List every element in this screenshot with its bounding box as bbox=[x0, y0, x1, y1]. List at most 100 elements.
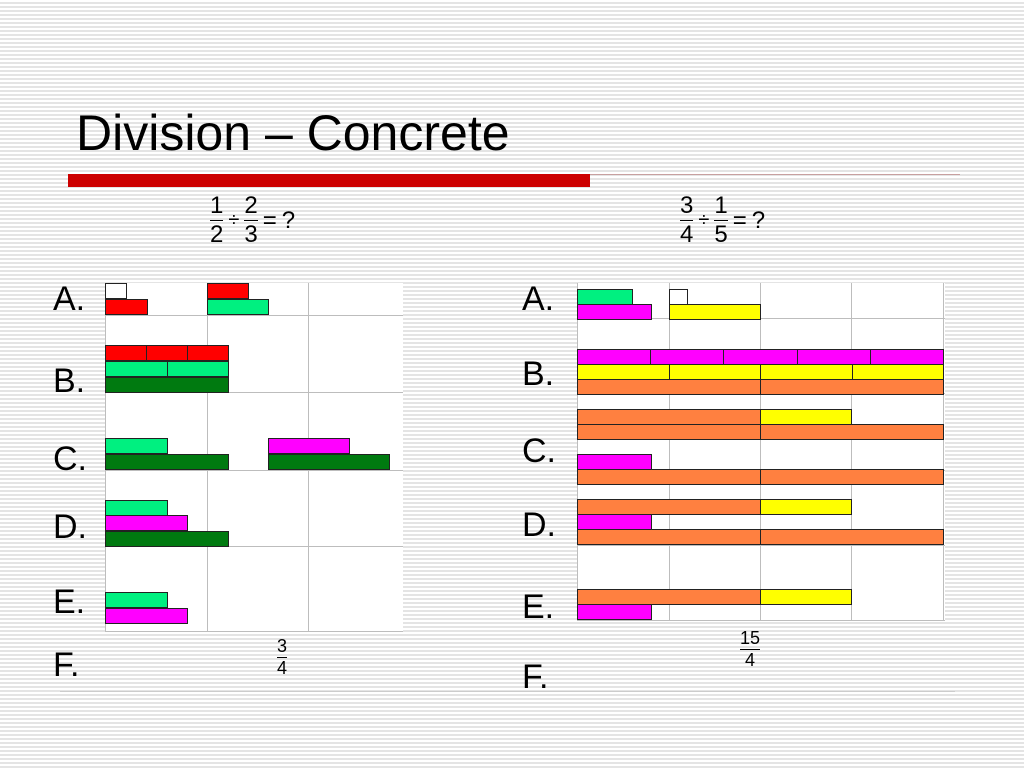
fraction-bar-red bbox=[105, 299, 148, 315]
fraction-bar-orange bbox=[577, 589, 761, 605]
fraction: 15 4 bbox=[740, 628, 761, 671]
right-label-f: F. bbox=[522, 658, 549, 696]
fraction-bar-yellow bbox=[760, 499, 852, 515]
fraction-bar-orange bbox=[760, 529, 944, 545]
fraction-bar-yellow bbox=[668, 364, 761, 380]
fraction-bar-magenta bbox=[869, 349, 944, 365]
grid-line bbox=[577, 283, 578, 621]
fraction-bar-magenta bbox=[268, 438, 350, 454]
fraction-bar-red bbox=[105, 345, 147, 361]
fraction-bar bbox=[277, 657, 288, 658]
grid-line bbox=[577, 318, 945, 319]
grid-line bbox=[105, 546, 403, 547]
grid-line bbox=[943, 283, 944, 621]
right-label-d: D. bbox=[522, 506, 556, 544]
fraction-bar-yellow bbox=[851, 364, 944, 380]
left-label-a: A. bbox=[53, 280, 86, 318]
fraction-bar-magenta bbox=[577, 454, 652, 470]
fraction-bar-light-green bbox=[105, 438, 168, 454]
equals-sign: = bbox=[262, 206, 277, 234]
right-label-c: C. bbox=[522, 432, 556, 470]
right-grid bbox=[577, 283, 945, 621]
fraction-bar-orange bbox=[577, 469, 761, 485]
result: ? bbox=[751, 206, 766, 234]
fraction-bar-yellow bbox=[669, 304, 761, 320]
fraction-bar-magenta bbox=[577, 514, 652, 530]
grid-line bbox=[105, 470, 403, 471]
divide-sign: ÷ bbox=[228, 209, 240, 231]
numerator: 3 bbox=[680, 192, 694, 219]
fraction-bar bbox=[210, 220, 224, 221]
grid-line bbox=[851, 283, 852, 621]
right-label-a: A. bbox=[522, 280, 555, 318]
fraction-bar-white bbox=[105, 283, 127, 299]
left-label-b: B. bbox=[53, 362, 86, 400]
equals-sign: = bbox=[732, 206, 747, 234]
denominator: 4 bbox=[745, 650, 756, 670]
right-label-e: E. bbox=[522, 588, 555, 626]
result: ? bbox=[281, 206, 296, 234]
fraction-bar-yellow bbox=[760, 589, 852, 605]
fraction-bar-dark-green bbox=[105, 454, 229, 470]
fraction-bar bbox=[714, 220, 728, 221]
title-divider bbox=[590, 174, 960, 175]
denominator: 5 bbox=[714, 221, 728, 248]
left-label-c: C. bbox=[53, 440, 87, 478]
fraction-bar bbox=[740, 649, 761, 650]
fraction-bar-light-green bbox=[166, 361, 229, 377]
numerator: 1 bbox=[210, 192, 224, 219]
denominator: 4 bbox=[680, 221, 694, 248]
fraction-bar-red bbox=[187, 345, 229, 361]
fraction-bar-light-green bbox=[105, 361, 168, 377]
fraction-bar-dark-green bbox=[105, 377, 229, 393]
fraction-bar-yellow bbox=[577, 364, 670, 380]
slide-title: Division – Concrete bbox=[76, 105, 510, 161]
fraction-bar-orange bbox=[577, 379, 761, 395]
right-answer: 15 4 bbox=[740, 628, 761, 671]
fraction-bar-dark-green bbox=[268, 454, 390, 470]
fraction-bar bbox=[244, 220, 258, 221]
numerator: 15 bbox=[740, 628, 761, 648]
denominator: 4 bbox=[277, 658, 288, 678]
grid-line bbox=[105, 631, 403, 632]
fraction-bar-orange bbox=[577, 529, 761, 545]
bottom-divider bbox=[60, 691, 955, 692]
denominator: 3 bbox=[244, 221, 258, 248]
fraction-bar-magenta bbox=[105, 515, 188, 531]
fraction-bar-magenta bbox=[577, 604, 652, 620]
grid-line bbox=[105, 315, 403, 316]
fraction-bar-orange bbox=[577, 424, 761, 440]
fraction-bar-orange bbox=[760, 379, 944, 395]
left-label-e: E. bbox=[53, 583, 86, 621]
fraction-bar-dark-green bbox=[105, 531, 229, 547]
right-label-b: B. bbox=[522, 355, 555, 393]
numerator: 2 bbox=[244, 192, 258, 219]
grid-line bbox=[577, 545, 945, 546]
fraction-bar-white bbox=[669, 289, 688, 305]
numerator: 1 bbox=[714, 192, 728, 219]
fraction-bar-orange bbox=[577, 409, 761, 425]
fraction-bar-magenta bbox=[577, 304, 652, 320]
left-label-f: F. bbox=[53, 646, 80, 684]
title-accent-bar bbox=[68, 174, 590, 187]
fraction-bar-yellow bbox=[760, 409, 852, 425]
fraction-bar bbox=[680, 220, 694, 221]
fraction-bar-magenta bbox=[577, 349, 652, 365]
divide-sign: ÷ bbox=[698, 209, 710, 231]
fraction-bar-orange bbox=[577, 499, 761, 515]
fraction-bar-light-green bbox=[207, 299, 269, 315]
fraction-bar-yellow bbox=[760, 364, 853, 380]
grid-line bbox=[669, 283, 670, 621]
grid-line bbox=[760, 283, 761, 621]
fraction-bar-orange bbox=[760, 424, 944, 440]
fraction-bar-light-green bbox=[105, 500, 168, 516]
grid-line bbox=[577, 620, 945, 621]
fraction-bar-red bbox=[146, 345, 188, 361]
